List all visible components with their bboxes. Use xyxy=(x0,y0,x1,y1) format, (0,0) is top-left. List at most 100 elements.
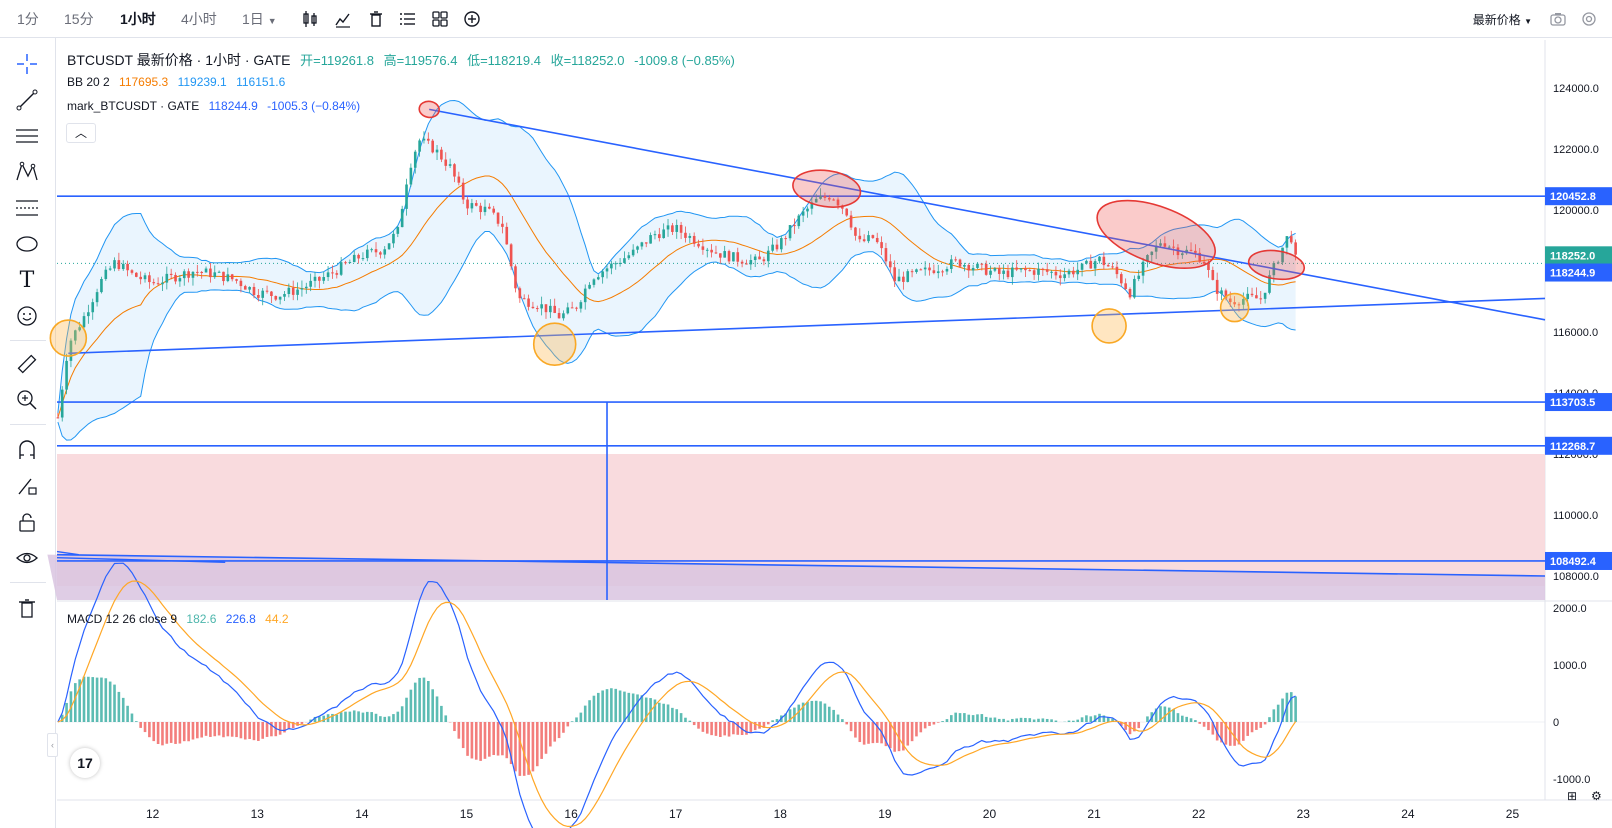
candle-body xyxy=(549,305,552,313)
add-plus-icon[interactable] xyxy=(462,9,482,29)
drawing-toolbar: T xyxy=(0,38,56,828)
fib-retracement-icon[interactable] xyxy=(13,194,41,222)
ohlc-high: 高=119576.4 xyxy=(383,53,458,68)
settings-gear-icon[interactable] xyxy=(1579,9,1599,29)
time-axis-tick: 13 xyxy=(251,807,265,821)
macd-histogram-bar xyxy=(915,722,918,737)
symbol-title[interactable]: BTCUSDT 最新价格 · 1小时 · GATE xyxy=(67,52,291,68)
macd-histogram-bar xyxy=(705,722,709,734)
candle-body xyxy=(479,205,482,213)
candle-body xyxy=(470,203,474,209)
eye-icon[interactable] xyxy=(13,544,41,572)
macd-histogram-bar xyxy=(692,722,696,726)
candle-body xyxy=(945,268,949,272)
price-label-level-4: 108492.4 xyxy=(1550,556,1597,568)
macd-histogram-bar xyxy=(1032,719,1036,722)
candle-body xyxy=(178,278,182,282)
ohlc-change: -1009.8 (−0.85%) xyxy=(634,53,735,68)
crosshair-icon[interactable] xyxy=(13,50,41,78)
candle-body xyxy=(453,164,456,177)
candle-body xyxy=(409,167,413,185)
lock-icon[interactable] xyxy=(13,508,41,536)
macd-histogram-bar xyxy=(1015,718,1019,722)
time-axis-tick: 24 xyxy=(1401,807,1415,821)
macd-histogram-bar xyxy=(1050,719,1053,722)
macd-histogram-bar xyxy=(1006,720,1010,722)
pattern-icon[interactable] xyxy=(13,158,41,186)
magnet-icon[interactable] xyxy=(13,436,41,464)
scale-icon[interactable]: ⊞ xyxy=(1567,789,1578,803)
candle-body xyxy=(252,286,256,295)
interval-4h[interactable]: 4小时 xyxy=(181,11,217,27)
macd-axis-tick: 2000.0 xyxy=(1553,603,1587,615)
ruler-icon[interactable] xyxy=(13,350,41,378)
horizontal-lines-icon[interactable] xyxy=(13,122,41,150)
interval-1h[interactable]: 1小时 xyxy=(120,11,156,27)
time-axis-tick: 14 xyxy=(355,807,369,821)
macd-histogram-bar xyxy=(466,722,469,756)
macd-histogram-bar xyxy=(649,698,652,722)
macd-legend[interactable]: MACD 12 26 close 9 182.6 226.8 44.2 xyxy=(67,612,295,626)
macd-histogram-bar xyxy=(1220,722,1223,743)
macd-histogram-bar xyxy=(1163,706,1167,722)
zoom-in-icon[interactable] xyxy=(13,386,41,414)
marked-high-ellipse xyxy=(418,100,440,119)
price-axis-tick: 116000.0 xyxy=(1553,327,1598,339)
layout-grid-icon[interactable] xyxy=(430,9,450,29)
shape-icon[interactable] xyxy=(13,230,41,258)
lock-drawing-icon[interactable] xyxy=(13,472,41,500)
macd-histogram-bar xyxy=(427,681,430,722)
macd-histogram-bar xyxy=(967,714,971,722)
candle-body xyxy=(692,235,696,244)
macd-histogram-bar xyxy=(108,681,112,722)
candle-body xyxy=(705,249,709,251)
candle-body xyxy=(936,271,940,274)
list-icon[interactable] xyxy=(398,9,418,29)
text-tool-icon[interactable]: T xyxy=(19,267,35,293)
candle-body xyxy=(200,271,203,273)
price-label-level-2: 113703.5 xyxy=(1550,397,1595,409)
macd-histogram-bar xyxy=(87,676,90,722)
indicators-icon[interactable] xyxy=(333,9,353,29)
macd-histogram-bar xyxy=(522,722,526,776)
candle-body xyxy=(919,269,923,271)
candle-body xyxy=(762,259,766,262)
candle-body xyxy=(984,263,988,275)
tradingview-logo[interactable]: 17 xyxy=(70,748,100,778)
macd-histogram-bar xyxy=(1233,722,1236,746)
candle-body xyxy=(827,197,831,200)
marked-low-circle xyxy=(532,322,577,367)
interval-1m[interactable]: 1分 xyxy=(17,11,39,27)
mark-legend[interactable]: mark_BTCUSDT · GATE 118244.9 -1005.3 (−0… xyxy=(67,99,366,113)
candle-body xyxy=(379,252,382,255)
candle-body xyxy=(775,244,779,250)
collapse-legend-button[interactable]: ︿ xyxy=(66,123,96,143)
delete-icon[interactable] xyxy=(366,9,386,29)
triangle-upper-trendline xyxy=(429,108,1546,321)
candle-body xyxy=(701,246,705,250)
macd-histogram-bar xyxy=(1263,722,1267,725)
trash-icon[interactable] xyxy=(13,594,41,622)
bb-legend[interactable]: BB 20 2 117695.3 119239.1 116151.6 xyxy=(67,75,291,89)
interval-15m[interactable]: 15分 xyxy=(64,11,94,27)
candle-style-icon[interactable] xyxy=(300,9,320,29)
candle-body xyxy=(745,263,748,265)
trend-line-icon[interactable] xyxy=(13,86,41,114)
candle-body xyxy=(283,294,286,297)
price-source-dropdown[interactable]: 最新价格 ▼ xyxy=(1473,11,1532,28)
camera-icon[interactable] xyxy=(1548,9,1568,29)
interval-1d-dropdown[interactable]: 1日 ▼ xyxy=(242,9,277,29)
price-label-last-bg xyxy=(1545,246,1612,265)
candle-body xyxy=(1119,274,1123,284)
candle-body xyxy=(740,261,744,264)
candle-body xyxy=(461,182,465,200)
candle-body xyxy=(579,302,583,309)
macd-histogram-bar xyxy=(579,712,583,722)
candle-body xyxy=(121,263,125,270)
candle-body xyxy=(610,263,613,269)
emoji-icon[interactable] xyxy=(13,302,41,330)
candle-body xyxy=(82,316,86,328)
settings-small-icon[interactable]: ⚙ xyxy=(1591,789,1602,803)
chevron-left-icon[interactable]: ‹ xyxy=(47,733,58,757)
